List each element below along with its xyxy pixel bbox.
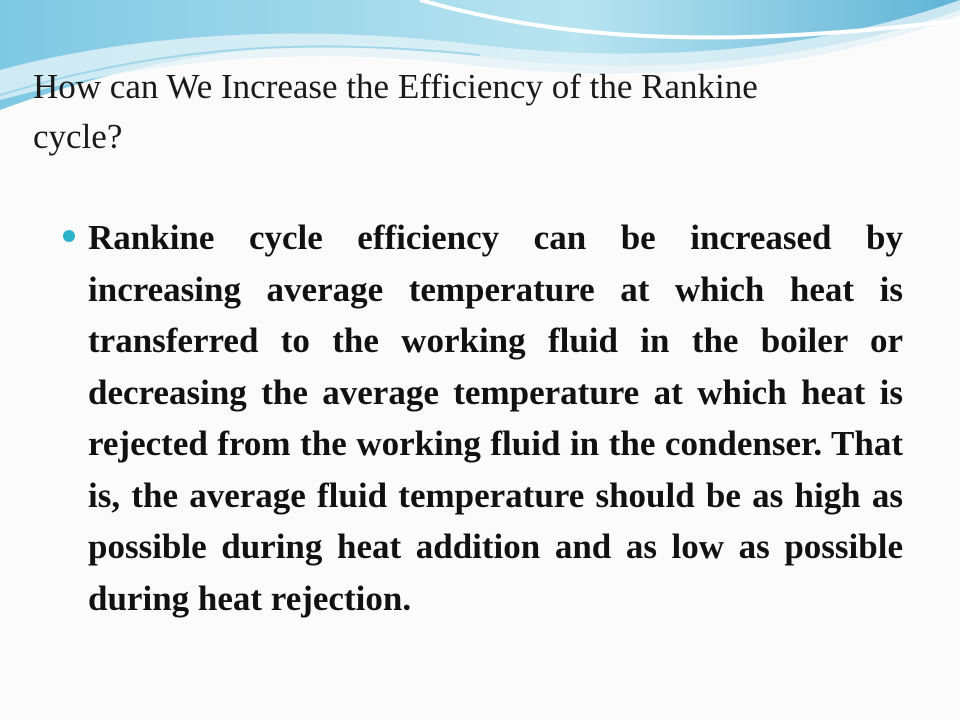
bullet-text: Rankine cycle efficiency can be increase… xyxy=(88,218,903,618)
header-wave xyxy=(0,0,960,110)
bullet-dot xyxy=(63,230,75,242)
bullet-list: Rankine cycle efficiency can be increase… xyxy=(63,212,903,624)
bullet-item: Rankine cycle efficiency can be increase… xyxy=(63,212,903,624)
slide-title: How can We Increase the Efficiency of th… xyxy=(33,67,758,156)
